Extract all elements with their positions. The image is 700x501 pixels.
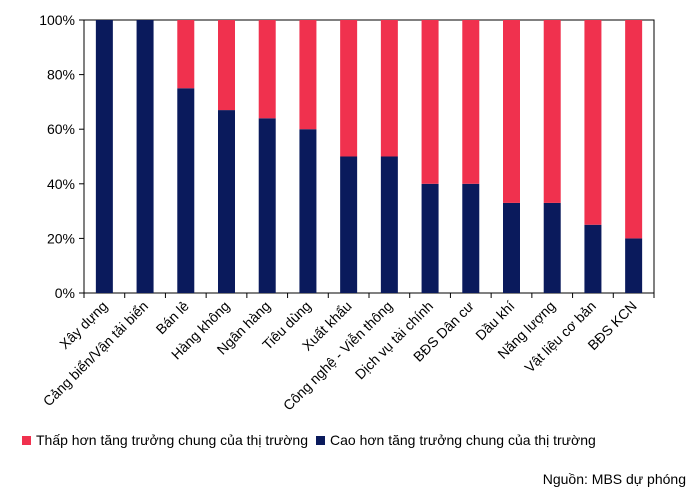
bar-segment-above-market (95, 20, 113, 293)
legend-label-below-market: Thấp hơn tăng trưởng chung của thị trườn… (36, 432, 308, 448)
bar-segment-below-market (380, 20, 398, 157)
bar-segment-above-market (421, 183, 439, 293)
bar-segment-above-market (136, 20, 154, 293)
source-note: Nguồn: MBS dự phóng (542, 471, 686, 487)
y-tick-label: 20% (47, 230, 75, 246)
plot-frame (83, 19, 655, 294)
legend-item-above-market: Cao hơn tăng trưởng chung của thị trường (316, 432, 596, 448)
bar-segment-below-market (340, 20, 358, 157)
bar-segment-below-market (299, 20, 317, 130)
bar-segment-above-market (584, 224, 602, 293)
bar-segment-above-market (177, 88, 195, 293)
bar-segment-below-market (258, 20, 276, 119)
bar-segment-above-market (462, 183, 480, 293)
y-tick-label: 100% (39, 12, 75, 28)
bar-segment-above-market (625, 238, 643, 293)
bar-segment-above-market (218, 110, 235, 293)
y-tick-label: 40% (47, 176, 75, 192)
legend-swatch-below-market (22, 435, 31, 445)
legend-label-above-market: Cao hơn tăng trưởng chung của thị trường (330, 432, 596, 448)
bar-segment-below-market (543, 20, 561, 203)
legend-item-below-market: Thấp hơn tăng trưởng chung của thị trườn… (22, 432, 308, 448)
bar-segment-below-market (625, 20, 643, 239)
bar-segment-above-market (543, 202, 561, 293)
y-tick-label: 60% (47, 121, 75, 137)
bar-segment-above-market (299, 129, 317, 293)
bar-segment-above-market (258, 118, 276, 293)
bar-segment-below-market (177, 20, 195, 89)
y-tick-label: 80% (47, 67, 75, 83)
y-tick-label: 0% (55, 285, 75, 301)
bar-segment-above-market (380, 156, 398, 293)
bar-segment-above-market (503, 202, 520, 293)
bar-segment-below-market (462, 20, 480, 184)
bar-segment-below-market (218, 20, 235, 111)
bar-segment-below-market (421, 20, 439, 184)
x-tick-label: Bán lẻ (153, 298, 193, 338)
bar-segment-above-market (340, 156, 358, 293)
chart-legend: Thấp hơn tăng trưởng chung của thị trườn… (22, 432, 604, 448)
legend-swatch-above-market (316, 435, 325, 445)
bar-segment-below-market (503, 20, 520, 203)
bar-segment-below-market (584, 20, 602, 225)
x-tick-label: Vật liệu cơ bản (521, 298, 599, 376)
